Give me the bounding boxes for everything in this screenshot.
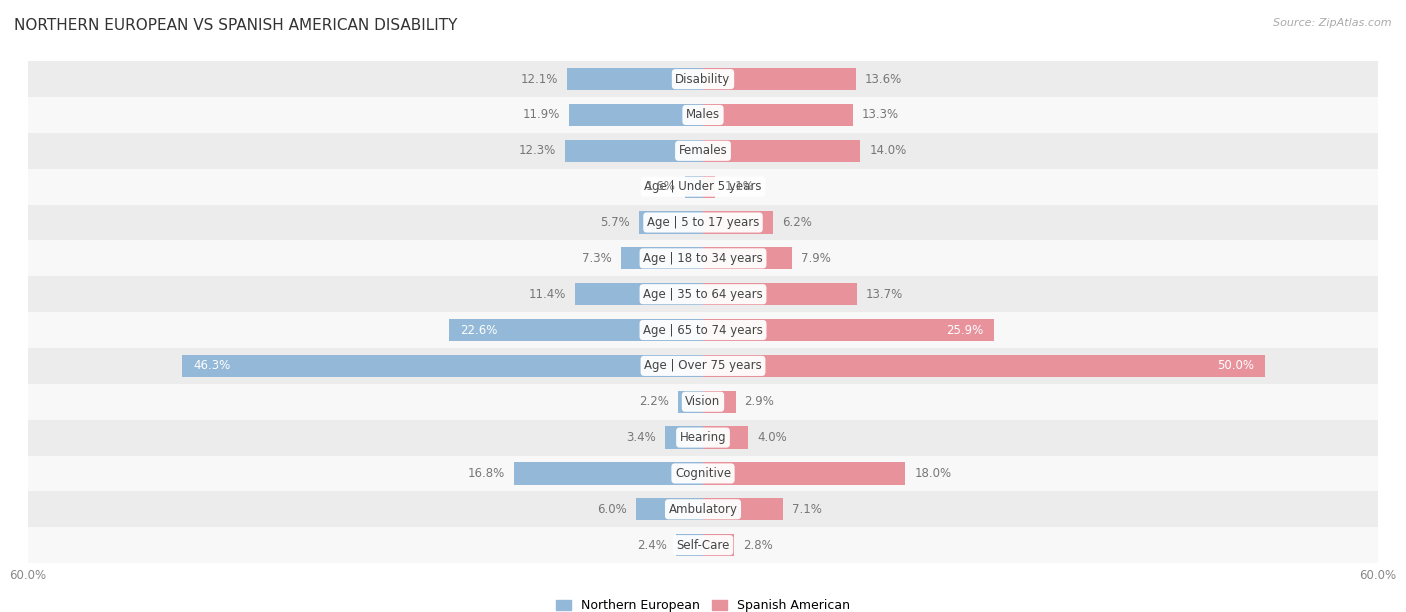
Bar <box>28 97 1378 133</box>
Legend: Northern European, Spanish American: Northern European, Spanish American <box>551 594 855 612</box>
Text: 1.1%: 1.1% <box>724 180 754 193</box>
Bar <box>28 61 1378 97</box>
Text: 2.4%: 2.4% <box>637 539 666 551</box>
Bar <box>703 176 716 198</box>
Bar <box>636 498 703 520</box>
Text: 12.1%: 12.1% <box>520 73 558 86</box>
Bar <box>703 462 905 485</box>
Text: 1.6%: 1.6% <box>647 180 676 193</box>
Text: Age | 65 to 74 years: Age | 65 to 74 years <box>643 324 763 337</box>
Text: Age | Under 5 years: Age | Under 5 years <box>644 180 762 193</box>
Text: 4.0%: 4.0% <box>756 431 787 444</box>
Text: 50.0%: 50.0% <box>1218 359 1254 372</box>
Bar <box>703 104 852 126</box>
Bar <box>703 319 994 341</box>
Text: 13.7%: 13.7% <box>866 288 903 300</box>
Bar <box>621 247 703 269</box>
Text: Females: Females <box>679 144 727 157</box>
Bar <box>703 247 792 269</box>
Text: 18.0%: 18.0% <box>914 467 952 480</box>
Bar <box>28 169 1378 204</box>
Text: Ambulatory: Ambulatory <box>668 503 738 516</box>
Bar <box>575 283 703 305</box>
Text: 11.9%: 11.9% <box>523 108 560 121</box>
Text: Vision: Vision <box>685 395 721 408</box>
Bar <box>515 462 703 485</box>
Text: 13.6%: 13.6% <box>865 73 903 86</box>
Text: 6.0%: 6.0% <box>596 503 627 516</box>
Bar <box>28 527 1378 563</box>
Bar <box>703 534 734 556</box>
Text: Self-Care: Self-Care <box>676 539 730 551</box>
Bar <box>28 384 1378 420</box>
Bar <box>28 133 1378 169</box>
Text: 6.2%: 6.2% <box>782 216 811 229</box>
Text: Age | Over 75 years: Age | Over 75 years <box>644 359 762 372</box>
Text: 13.3%: 13.3% <box>862 108 898 121</box>
Bar <box>565 140 703 162</box>
Text: 14.0%: 14.0% <box>869 144 907 157</box>
Bar <box>703 498 783 520</box>
Bar <box>703 355 1265 377</box>
Bar <box>28 420 1378 455</box>
Bar <box>567 68 703 90</box>
Text: 2.9%: 2.9% <box>745 395 775 408</box>
Bar <box>569 104 703 126</box>
Bar <box>703 283 858 305</box>
Text: 5.7%: 5.7% <box>600 216 630 229</box>
Bar <box>28 276 1378 312</box>
Text: 7.3%: 7.3% <box>582 252 612 265</box>
Text: Males: Males <box>686 108 720 121</box>
Text: 2.2%: 2.2% <box>640 395 669 408</box>
Bar <box>28 241 1378 276</box>
Bar <box>703 211 773 234</box>
Text: NORTHERN EUROPEAN VS SPANISH AMERICAN DISABILITY: NORTHERN EUROPEAN VS SPANISH AMERICAN DI… <box>14 18 457 34</box>
Bar <box>28 491 1378 527</box>
Text: 11.4%: 11.4% <box>529 288 565 300</box>
Text: Cognitive: Cognitive <box>675 467 731 480</box>
Text: 25.9%: 25.9% <box>946 324 983 337</box>
Text: 2.8%: 2.8% <box>744 539 773 551</box>
Bar <box>183 355 703 377</box>
Text: 12.3%: 12.3% <box>519 144 555 157</box>
Text: Age | 35 to 64 years: Age | 35 to 64 years <box>643 288 763 300</box>
Text: 7.1%: 7.1% <box>792 503 821 516</box>
Text: 16.8%: 16.8% <box>468 467 505 480</box>
Bar <box>703 427 748 449</box>
Text: Source: ZipAtlas.com: Source: ZipAtlas.com <box>1274 18 1392 28</box>
Bar <box>703 390 735 413</box>
Bar <box>665 427 703 449</box>
Bar <box>28 312 1378 348</box>
Bar <box>28 455 1378 491</box>
Bar <box>678 390 703 413</box>
Bar <box>703 140 860 162</box>
Bar <box>676 534 703 556</box>
Text: Age | 18 to 34 years: Age | 18 to 34 years <box>643 252 763 265</box>
Bar <box>28 348 1378 384</box>
Bar <box>28 204 1378 241</box>
Text: 7.9%: 7.9% <box>801 252 831 265</box>
Text: Age | 5 to 17 years: Age | 5 to 17 years <box>647 216 759 229</box>
Bar <box>638 211 703 234</box>
Bar <box>685 176 703 198</box>
Text: Disability: Disability <box>675 73 731 86</box>
Text: 3.4%: 3.4% <box>626 431 655 444</box>
Bar <box>449 319 703 341</box>
Text: 46.3%: 46.3% <box>194 359 231 372</box>
Text: Hearing: Hearing <box>679 431 727 444</box>
Text: 22.6%: 22.6% <box>460 324 498 337</box>
Bar <box>703 68 856 90</box>
